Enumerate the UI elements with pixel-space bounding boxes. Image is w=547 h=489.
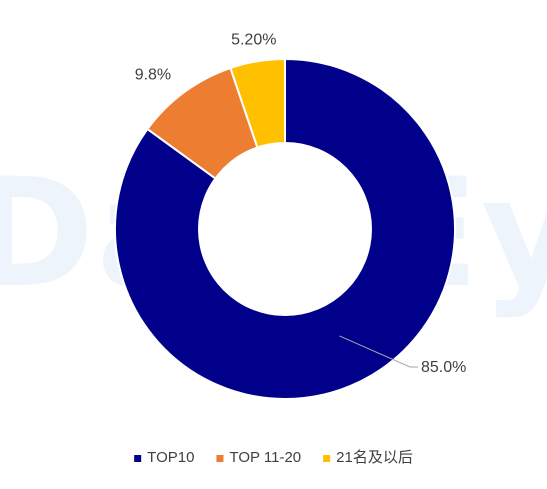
legend-label: TOP 11-20 (229, 449, 301, 466)
slice-top10 (114, 57, 456, 400)
data-label: 85.0% (421, 359, 466, 376)
data-labels: 85.0% 9.8% 5.20% (135, 32, 467, 376)
data-label: 9.8% (135, 66, 171, 83)
donut-hole (198, 142, 372, 316)
legend: TOP10 TOP 11-20 21名及以后 (134, 449, 413, 466)
legend-label: TOP10 (147, 449, 194, 466)
legend-marker (134, 455, 142, 462)
data-label: 5.20% (231, 32, 276, 49)
legend-label: 21名及以后 (336, 449, 413, 466)
label-leader-line (339, 335, 418, 368)
legend-marker (216, 455, 224, 462)
legend-marker (323, 455, 331, 462)
